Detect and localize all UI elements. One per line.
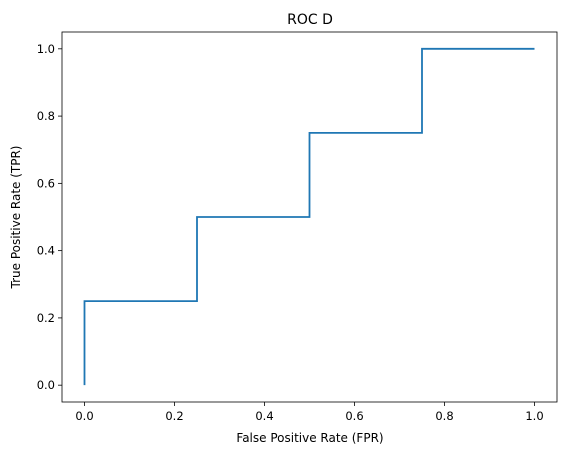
y-axis-ticks: 0.0 0.2 0.4 0.6 0.8 1.0 bbox=[37, 42, 62, 392]
series-group bbox=[83, 47, 535, 386]
x-tick-label: 0.2 bbox=[165, 409, 183, 423]
x-tick-label: 0.4 bbox=[255, 409, 273, 423]
y-axis-label: True Positive Rate (TPR) bbox=[9, 146, 23, 290]
roc-curve-line bbox=[83, 47, 535, 386]
chart-title: ROC D bbox=[287, 12, 333, 28]
y-tick-label: 0.8 bbox=[37, 109, 55, 123]
y-tick-label: 0.4 bbox=[37, 244, 55, 258]
x-tick-label: 0.6 bbox=[345, 409, 363, 423]
x-tick-label: 0.0 bbox=[75, 409, 93, 423]
x-axis-ticks: 0.0 0.2 0.4 0.6 0.8 1.0 bbox=[75, 402, 544, 423]
plot-area-frame bbox=[61, 31, 558, 403]
x-tick-label: 1.0 bbox=[525, 409, 543, 423]
y-tick-label: 1.0 bbox=[37, 42, 55, 56]
x-tick-label: 0.8 bbox=[435, 409, 453, 423]
y-tick-label: 0.2 bbox=[37, 311, 55, 325]
y-tick-label: 0.6 bbox=[37, 176, 55, 190]
x-axis-label: False Positive Rate (FPR) bbox=[236, 431, 383, 445]
y-tick-label: 0.0 bbox=[37, 378, 55, 392]
